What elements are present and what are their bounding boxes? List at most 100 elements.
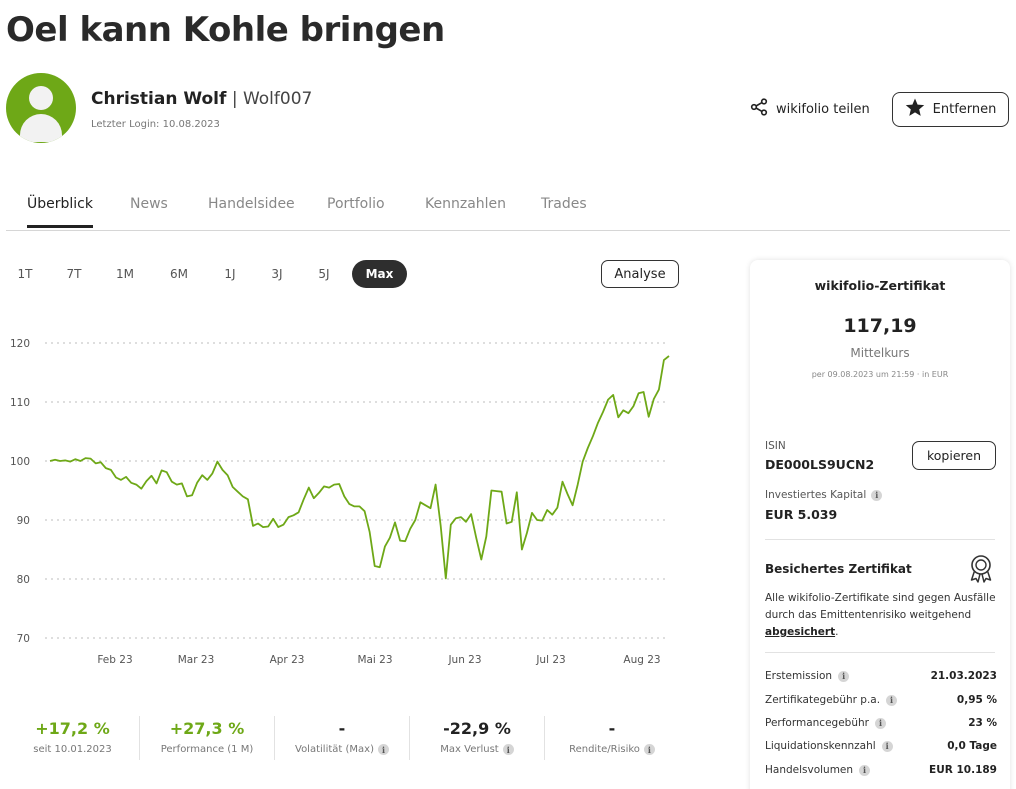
period-5j[interactable]: 5J xyxy=(318,267,330,281)
period-6m[interactable]: 6M xyxy=(170,267,188,281)
author-name[interactable]: Christian Wolf xyxy=(91,89,227,109)
secure-text: Alle wikifolio-Zertifikate sind gegen Au… xyxy=(765,592,996,621)
period-7t[interactable]: 7T xyxy=(66,267,82,281)
tab-handelsidee[interactable]: Handelsidee xyxy=(208,196,295,212)
detail-label: Liquidationskennzahl xyxy=(765,740,876,752)
tab-bar: Überblick News Handelsidee Portfolio Ken… xyxy=(6,183,1010,231)
secure-link[interactable]: abgesichert xyxy=(765,626,836,638)
info-icon[interactable]: i xyxy=(643,744,655,755)
x-tick-label: Feb 23 xyxy=(97,654,132,666)
x-tick-label: Jul 23 xyxy=(535,654,565,666)
divider xyxy=(765,652,995,653)
avatar[interactable] xyxy=(6,73,76,143)
secure-after: . xyxy=(835,626,839,638)
stat-divider xyxy=(139,716,140,760)
copy-isin-button[interactable]: kopieren xyxy=(912,441,996,470)
period-1t[interactable]: 1T xyxy=(17,267,33,281)
stat-since-start: +17,2 % seit 10.01.2023 xyxy=(6,714,139,760)
share-button[interactable]: wikifolio teilen xyxy=(750,98,870,120)
info-icon[interactable]: i xyxy=(874,717,886,729)
detail-label: Performancegebühr xyxy=(765,717,869,729)
detail-value: 21.03.2023 xyxy=(930,670,997,682)
isin-value: DE000LS9UCN2 xyxy=(765,457,875,472)
info-icon[interactable]: i xyxy=(871,489,883,501)
performance-line xyxy=(49,355,670,580)
info-icon[interactable]: i xyxy=(886,694,898,706)
share-label: wikifolio teilen xyxy=(776,101,870,117)
stat-label: Performance (1 M) xyxy=(160,744,254,755)
stat-label: Max Verlust xyxy=(440,744,499,755)
period-1m[interactable]: 1M xyxy=(116,267,134,281)
tab-kennzahlen[interactable]: Kennzahlen xyxy=(425,196,507,212)
analyse-button[interactable]: Analyse xyxy=(601,260,679,288)
y-tick-label: 80 xyxy=(17,574,30,586)
last-login: Letzter Login: 10.08.2023 xyxy=(91,119,220,130)
detail-label: Zertifikategebühr p.a. xyxy=(765,694,881,706)
certificate-title: wikifolio-Zertifikat xyxy=(814,278,946,293)
secure-title: Besichertes Zertifikat xyxy=(765,562,912,576)
stat-label: Volatilität (Max) xyxy=(295,744,374,755)
y-tick-label: 90 xyxy=(17,515,30,527)
share-icon xyxy=(750,98,768,120)
avatar-body-shape xyxy=(20,114,62,142)
detail-value: 23 % xyxy=(968,717,997,729)
price-date: per 09.08.2023 um 21:59 · in EUR xyxy=(811,370,949,379)
isin-label: ISIN xyxy=(765,440,786,452)
stat-value: -22,9 % xyxy=(443,719,511,738)
stat-divider xyxy=(409,716,410,760)
author-line: Christian Wolf | Wolf007 xyxy=(91,89,312,109)
detail-label: Erstemission xyxy=(765,670,833,682)
capital-value: EUR 5.039 xyxy=(765,507,838,522)
stat-divider xyxy=(274,716,275,760)
author-username[interactable]: Wolf007 xyxy=(242,89,313,109)
x-tick-label: Apr 23 xyxy=(270,654,305,666)
y-tick-label: 110 xyxy=(10,397,30,409)
capital-label-row: Investiertes Kapital i xyxy=(765,489,883,501)
capital-label: Investiertes Kapital xyxy=(765,489,867,501)
x-tick-label: Mai 23 xyxy=(357,654,392,666)
divider xyxy=(765,539,995,540)
detail-row: Erstemission i 21.03.2023 xyxy=(765,667,997,685)
tab-trades[interactable]: Trades xyxy=(541,196,587,212)
performance-chart[interactable]: 120 110 100 90 80 70 Feb 23 Mar 23 Apr 23 Mai 23 J… xyxy=(0,325,700,670)
info-icon[interactable]: i xyxy=(881,740,893,752)
x-tick-label: Jun 23 xyxy=(447,654,481,666)
tab-portfolio[interactable]: Portfolio xyxy=(327,196,385,212)
stat-label: Rendite/Risiko xyxy=(569,744,640,755)
stat-value: - xyxy=(608,719,616,738)
author-separator: | xyxy=(231,89,238,109)
y-tick-label: 70 xyxy=(17,633,30,645)
period-max[interactable]: Max xyxy=(352,260,407,288)
stat-volatility: - Volatilität (Max) i xyxy=(275,714,409,760)
stat-label: seit 10.01.2023 xyxy=(33,744,112,755)
detail-value: 0,95 % xyxy=(956,694,997,706)
detail-value: EUR 10.189 xyxy=(929,764,997,776)
info-icon[interactable]: i xyxy=(377,744,389,755)
detail-value: 0,0 Tage xyxy=(947,740,997,752)
stat-performance-1m: +27,3 % Performance (1 M) xyxy=(140,714,274,760)
secure-description: Alle wikifolio-Zertifikate sind gegen Au… xyxy=(765,590,997,641)
tab-news[interactable]: News xyxy=(130,196,168,212)
stat-divider xyxy=(544,716,545,760)
certificate-price: 117,19 xyxy=(843,315,917,337)
remove-label: Entfernen xyxy=(932,102,997,117)
star-icon xyxy=(905,98,925,121)
stat-value: +27,3 % xyxy=(169,719,245,738)
info-icon[interactable]: i xyxy=(838,670,850,682)
avatar-head-shape xyxy=(29,86,53,110)
info-icon[interactable]: i xyxy=(859,764,871,776)
period-3j[interactable]: 3J xyxy=(271,267,283,281)
detail-row: Zertifikategebühr p.a. i 0,95 % xyxy=(765,691,997,709)
x-tick-label: Aug 23 xyxy=(623,654,660,666)
detail-row: Handelsvolumen i EUR 10.189 xyxy=(765,761,997,779)
stat-max-loss: -22,9 % Max Verlust i xyxy=(410,714,544,760)
stat-value: +17,2 % xyxy=(35,719,110,738)
detail-row: Performancegebühr i 23 % xyxy=(765,714,997,732)
x-tick-label: Mar 23 xyxy=(178,654,215,666)
tab-ueberblick[interactable]: Überblick xyxy=(27,196,93,228)
detail-label: Handelsvolumen xyxy=(765,764,854,776)
info-icon[interactable]: i xyxy=(502,744,514,755)
detail-row: Liquidationskennzahl i 0,0 Tage xyxy=(765,737,997,755)
remove-favorite-button[interactable]: Entfernen xyxy=(892,92,1009,127)
period-1j[interactable]: 1J xyxy=(224,267,236,281)
